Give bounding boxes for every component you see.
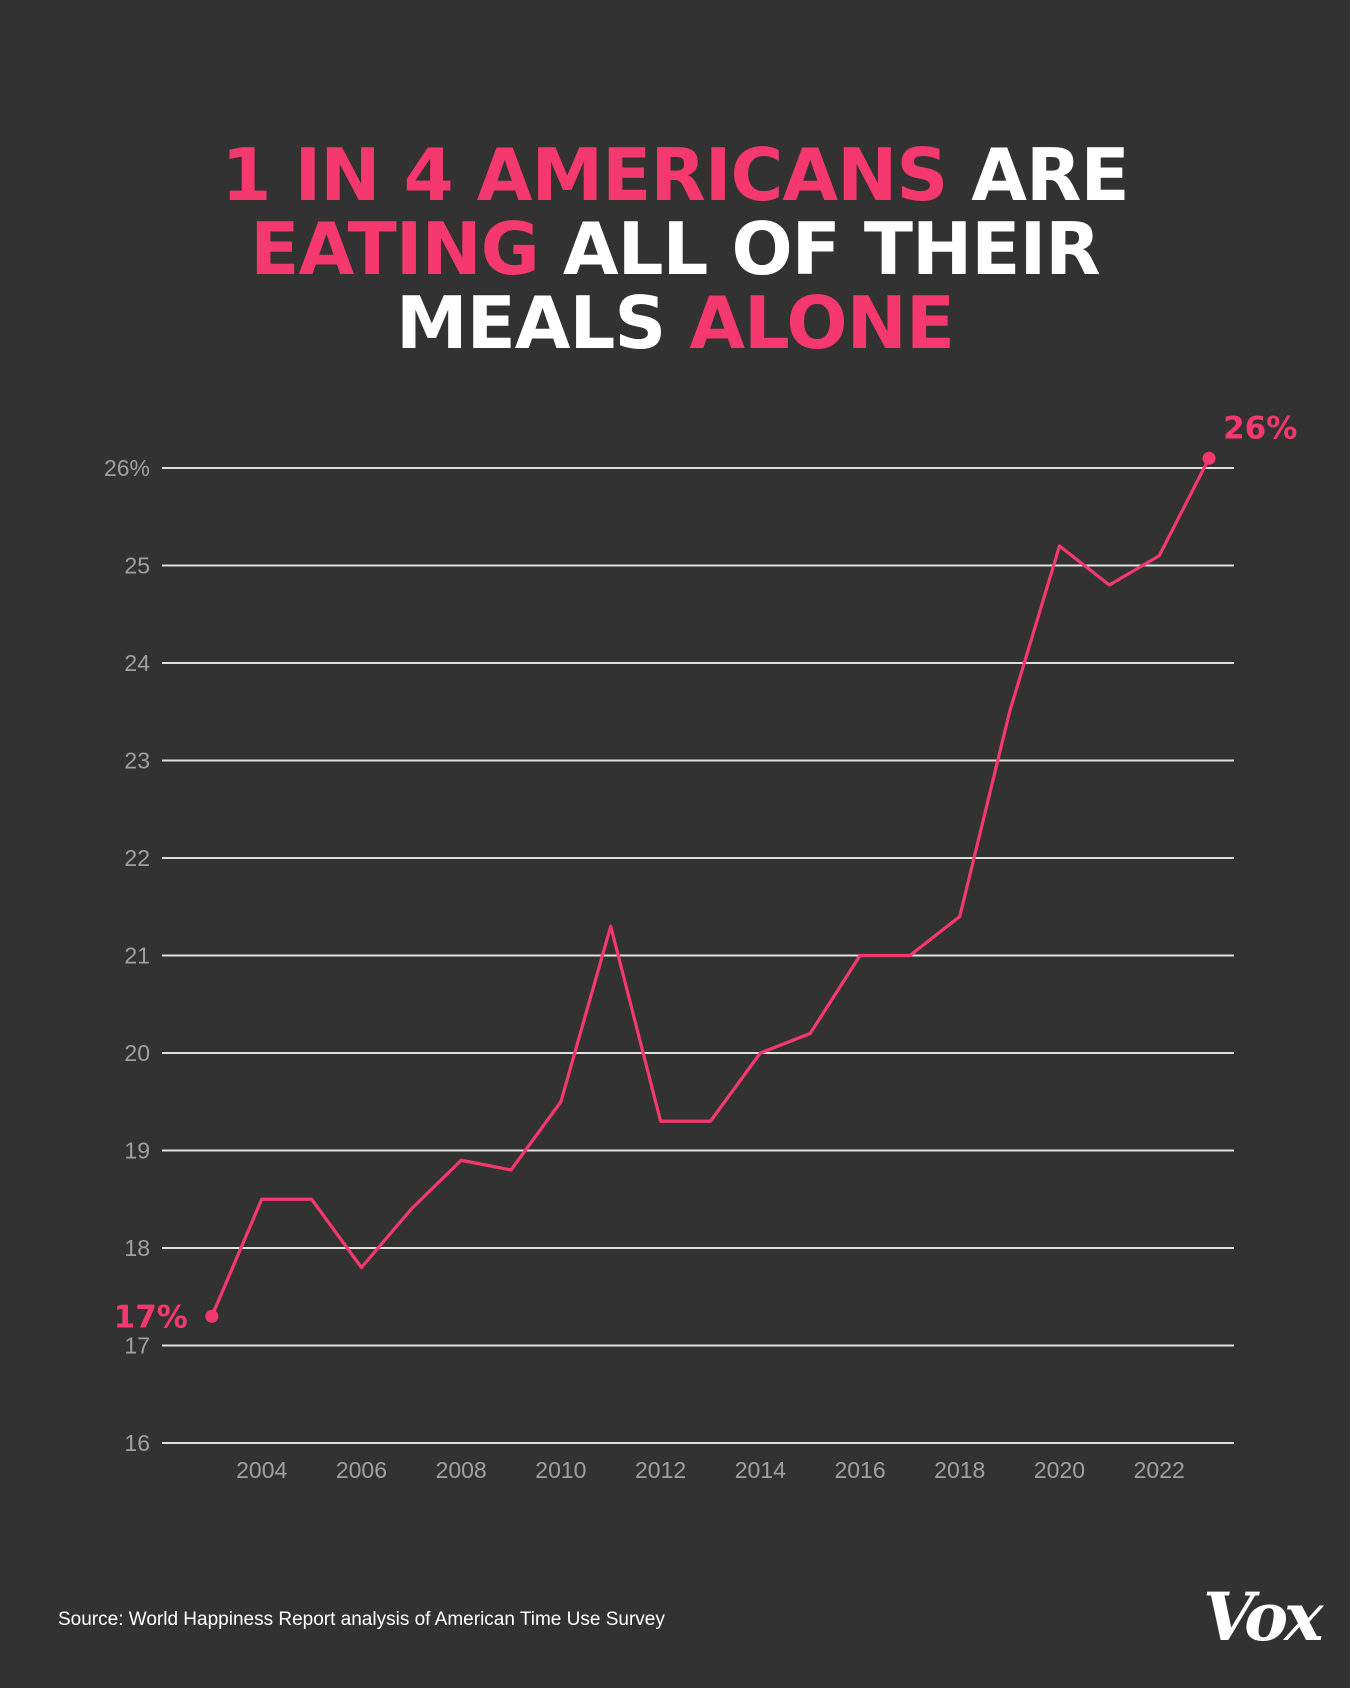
title-part: ALONE xyxy=(665,281,955,365)
x-tick-label: 2006 xyxy=(336,1457,387,1483)
x-tick-label: 2004 xyxy=(236,1457,287,1483)
y-tick-label: 19 xyxy=(124,1138,150,1164)
x-tick-label: 2014 xyxy=(735,1457,786,1483)
source-note: Source: World Happiness Report analysis … xyxy=(58,1609,665,1630)
chart-title: 1 IN 4 AMERICANS ARE EATING ALL OF THEIR… xyxy=(0,138,1350,360)
series-layer xyxy=(210,457,1211,1317)
y-tick-label: 24 xyxy=(124,650,150,676)
vox-logo: Vox xyxy=(1203,1578,1324,1656)
x-tick-label: 2018 xyxy=(934,1457,985,1483)
x-tick-label: 2008 xyxy=(436,1457,487,1483)
y-tick-label: 25 xyxy=(124,553,150,579)
x-tick-label: 2012 xyxy=(635,1457,686,1483)
annotation-label: 17% xyxy=(114,1299,188,1335)
x-tick-label: 2010 xyxy=(535,1457,586,1483)
y-tick-label: 21 xyxy=(124,943,150,969)
x-axis-ticks: 2004 2006 2008 2010 2012 2014 2016 2018 2020 2022 xyxy=(236,1457,1185,1483)
y-tick-label: 17 xyxy=(124,1333,150,1359)
y-tick-label: 18 xyxy=(124,1235,150,1261)
y-tick-label: 20 xyxy=(124,1040,150,1066)
x-tick-label: 2022 xyxy=(1134,1457,1185,1483)
gridlines xyxy=(162,467,1234,1444)
x-tick-label: 2016 xyxy=(834,1457,885,1483)
title-part: 1 IN 4 AMERICANS xyxy=(221,133,948,217)
series-line xyxy=(210,457,1211,1317)
y-tick-label: 26% xyxy=(104,455,150,481)
annotation-dot xyxy=(1202,451,1216,465)
title-part: ARE xyxy=(947,133,1129,217)
annotation-dot xyxy=(205,1309,219,1323)
title-part: MEALS xyxy=(395,281,666,365)
y-tick-label: 16 xyxy=(124,1430,150,1456)
y-tick-label: 22 xyxy=(124,845,150,871)
annotation-label: 26% xyxy=(1223,410,1297,446)
annotations: 17% 26% xyxy=(114,410,1298,1335)
y-tick-label: 23 xyxy=(124,748,150,774)
title-part: ALL OF THEIR xyxy=(538,207,1101,291)
y-axis-ticks: 16 17 18 19 20 21 22 23 24 25 26% xyxy=(104,455,150,1456)
x-tick-label: 2020 xyxy=(1034,1457,1085,1483)
title-part: EATING xyxy=(250,207,540,291)
